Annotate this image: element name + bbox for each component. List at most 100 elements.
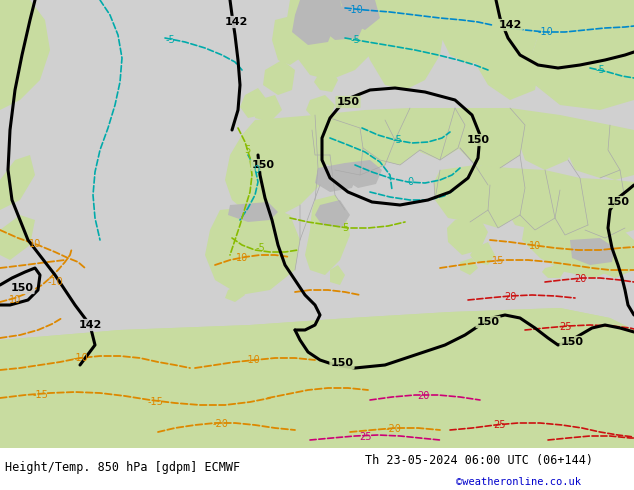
Text: -10: -10 xyxy=(47,277,63,287)
Polygon shape xyxy=(263,60,295,95)
Text: 150: 150 xyxy=(330,358,354,368)
Text: -20: -20 xyxy=(385,424,401,434)
Polygon shape xyxy=(538,218,634,278)
Polygon shape xyxy=(465,165,525,228)
Polygon shape xyxy=(325,55,342,73)
Polygon shape xyxy=(342,160,382,188)
Polygon shape xyxy=(350,312,520,342)
Text: 150: 150 xyxy=(560,337,583,347)
Text: 0: 0 xyxy=(407,177,413,187)
Text: 150: 150 xyxy=(337,97,359,107)
Text: -10: -10 xyxy=(72,353,88,363)
Polygon shape xyxy=(440,308,634,360)
Polygon shape xyxy=(600,125,634,180)
Polygon shape xyxy=(250,318,430,348)
Text: 0: 0 xyxy=(253,165,259,175)
Polygon shape xyxy=(315,200,350,228)
Polygon shape xyxy=(0,340,634,380)
Polygon shape xyxy=(520,0,634,110)
Polygon shape xyxy=(205,205,300,295)
Polygon shape xyxy=(0,155,35,210)
Polygon shape xyxy=(605,180,634,235)
Polygon shape xyxy=(505,168,560,230)
Polygon shape xyxy=(470,242,495,265)
Text: -15: -15 xyxy=(147,397,163,407)
Polygon shape xyxy=(410,108,465,160)
Polygon shape xyxy=(522,218,615,278)
Polygon shape xyxy=(272,15,310,65)
Polygon shape xyxy=(330,265,345,285)
Polygon shape xyxy=(460,258,478,275)
Text: -10: -10 xyxy=(244,355,260,365)
Polygon shape xyxy=(575,178,630,238)
Text: -5: -5 xyxy=(392,135,402,145)
Polygon shape xyxy=(0,330,220,375)
Polygon shape xyxy=(434,165,490,222)
Polygon shape xyxy=(0,215,35,260)
Polygon shape xyxy=(0,380,634,450)
Polygon shape xyxy=(430,0,500,65)
Text: 150: 150 xyxy=(252,160,275,170)
Text: 150: 150 xyxy=(607,197,630,207)
Text: 142: 142 xyxy=(79,320,101,330)
Polygon shape xyxy=(100,325,320,358)
Polygon shape xyxy=(540,170,595,235)
Text: Th 23-05-2024 06:00 UTC (06+144): Th 23-05-2024 06:00 UTC (06+144) xyxy=(365,454,593,467)
Text: 150: 150 xyxy=(477,317,500,327)
Text: 5: 5 xyxy=(244,145,250,155)
Polygon shape xyxy=(225,285,245,302)
Polygon shape xyxy=(225,115,330,218)
Text: Height/Temp. 850 hPa [gdpm] ECMWF: Height/Temp. 850 hPa [gdpm] ECMWF xyxy=(5,461,240,473)
Polygon shape xyxy=(292,10,335,45)
Polygon shape xyxy=(228,202,278,222)
Polygon shape xyxy=(306,95,335,120)
Text: -5: -5 xyxy=(165,35,175,45)
Text: 25: 25 xyxy=(359,432,372,442)
Text: 20: 20 xyxy=(504,292,516,302)
Text: 15: 15 xyxy=(492,256,504,266)
Text: -5: -5 xyxy=(595,65,605,75)
Text: 142: 142 xyxy=(498,20,522,30)
Polygon shape xyxy=(285,0,385,80)
Polygon shape xyxy=(340,0,380,30)
Text: -15: -15 xyxy=(32,390,48,400)
Text: -20: -20 xyxy=(212,419,228,429)
Text: -5: -5 xyxy=(350,35,360,45)
Text: 20: 20 xyxy=(574,274,586,284)
Polygon shape xyxy=(295,0,345,35)
Text: 25: 25 xyxy=(494,420,507,430)
Polygon shape xyxy=(560,115,625,178)
Text: 10: 10 xyxy=(9,295,21,305)
Text: 25: 25 xyxy=(560,322,573,332)
Polygon shape xyxy=(0,0,50,110)
Polygon shape xyxy=(510,108,575,170)
Text: -10: -10 xyxy=(537,27,553,37)
Polygon shape xyxy=(360,0,445,90)
Text: 5: 5 xyxy=(342,223,348,233)
Polygon shape xyxy=(542,265,565,278)
Polygon shape xyxy=(0,308,634,450)
Text: 20: 20 xyxy=(417,391,429,401)
Text: 142: 142 xyxy=(224,17,248,27)
Text: -10: -10 xyxy=(347,5,363,15)
Polygon shape xyxy=(447,215,488,255)
Text: 10: 10 xyxy=(236,253,248,263)
Text: -5: -5 xyxy=(255,243,265,253)
Polygon shape xyxy=(452,108,525,168)
Text: 10: 10 xyxy=(529,241,541,251)
Polygon shape xyxy=(315,163,358,192)
Polygon shape xyxy=(320,5,365,40)
Polygon shape xyxy=(255,95,282,122)
Text: ©weatheronline.co.uk: ©weatheronline.co.uk xyxy=(456,477,581,487)
Text: 10: 10 xyxy=(29,239,41,249)
Polygon shape xyxy=(360,108,425,165)
Polygon shape xyxy=(314,68,338,92)
Polygon shape xyxy=(312,110,395,175)
Polygon shape xyxy=(240,88,267,118)
Polygon shape xyxy=(305,195,350,275)
Polygon shape xyxy=(478,40,540,100)
Text: 150: 150 xyxy=(467,135,489,145)
Polygon shape xyxy=(570,238,615,265)
Bar xyxy=(0,448,634,490)
Text: 150: 150 xyxy=(11,283,34,293)
